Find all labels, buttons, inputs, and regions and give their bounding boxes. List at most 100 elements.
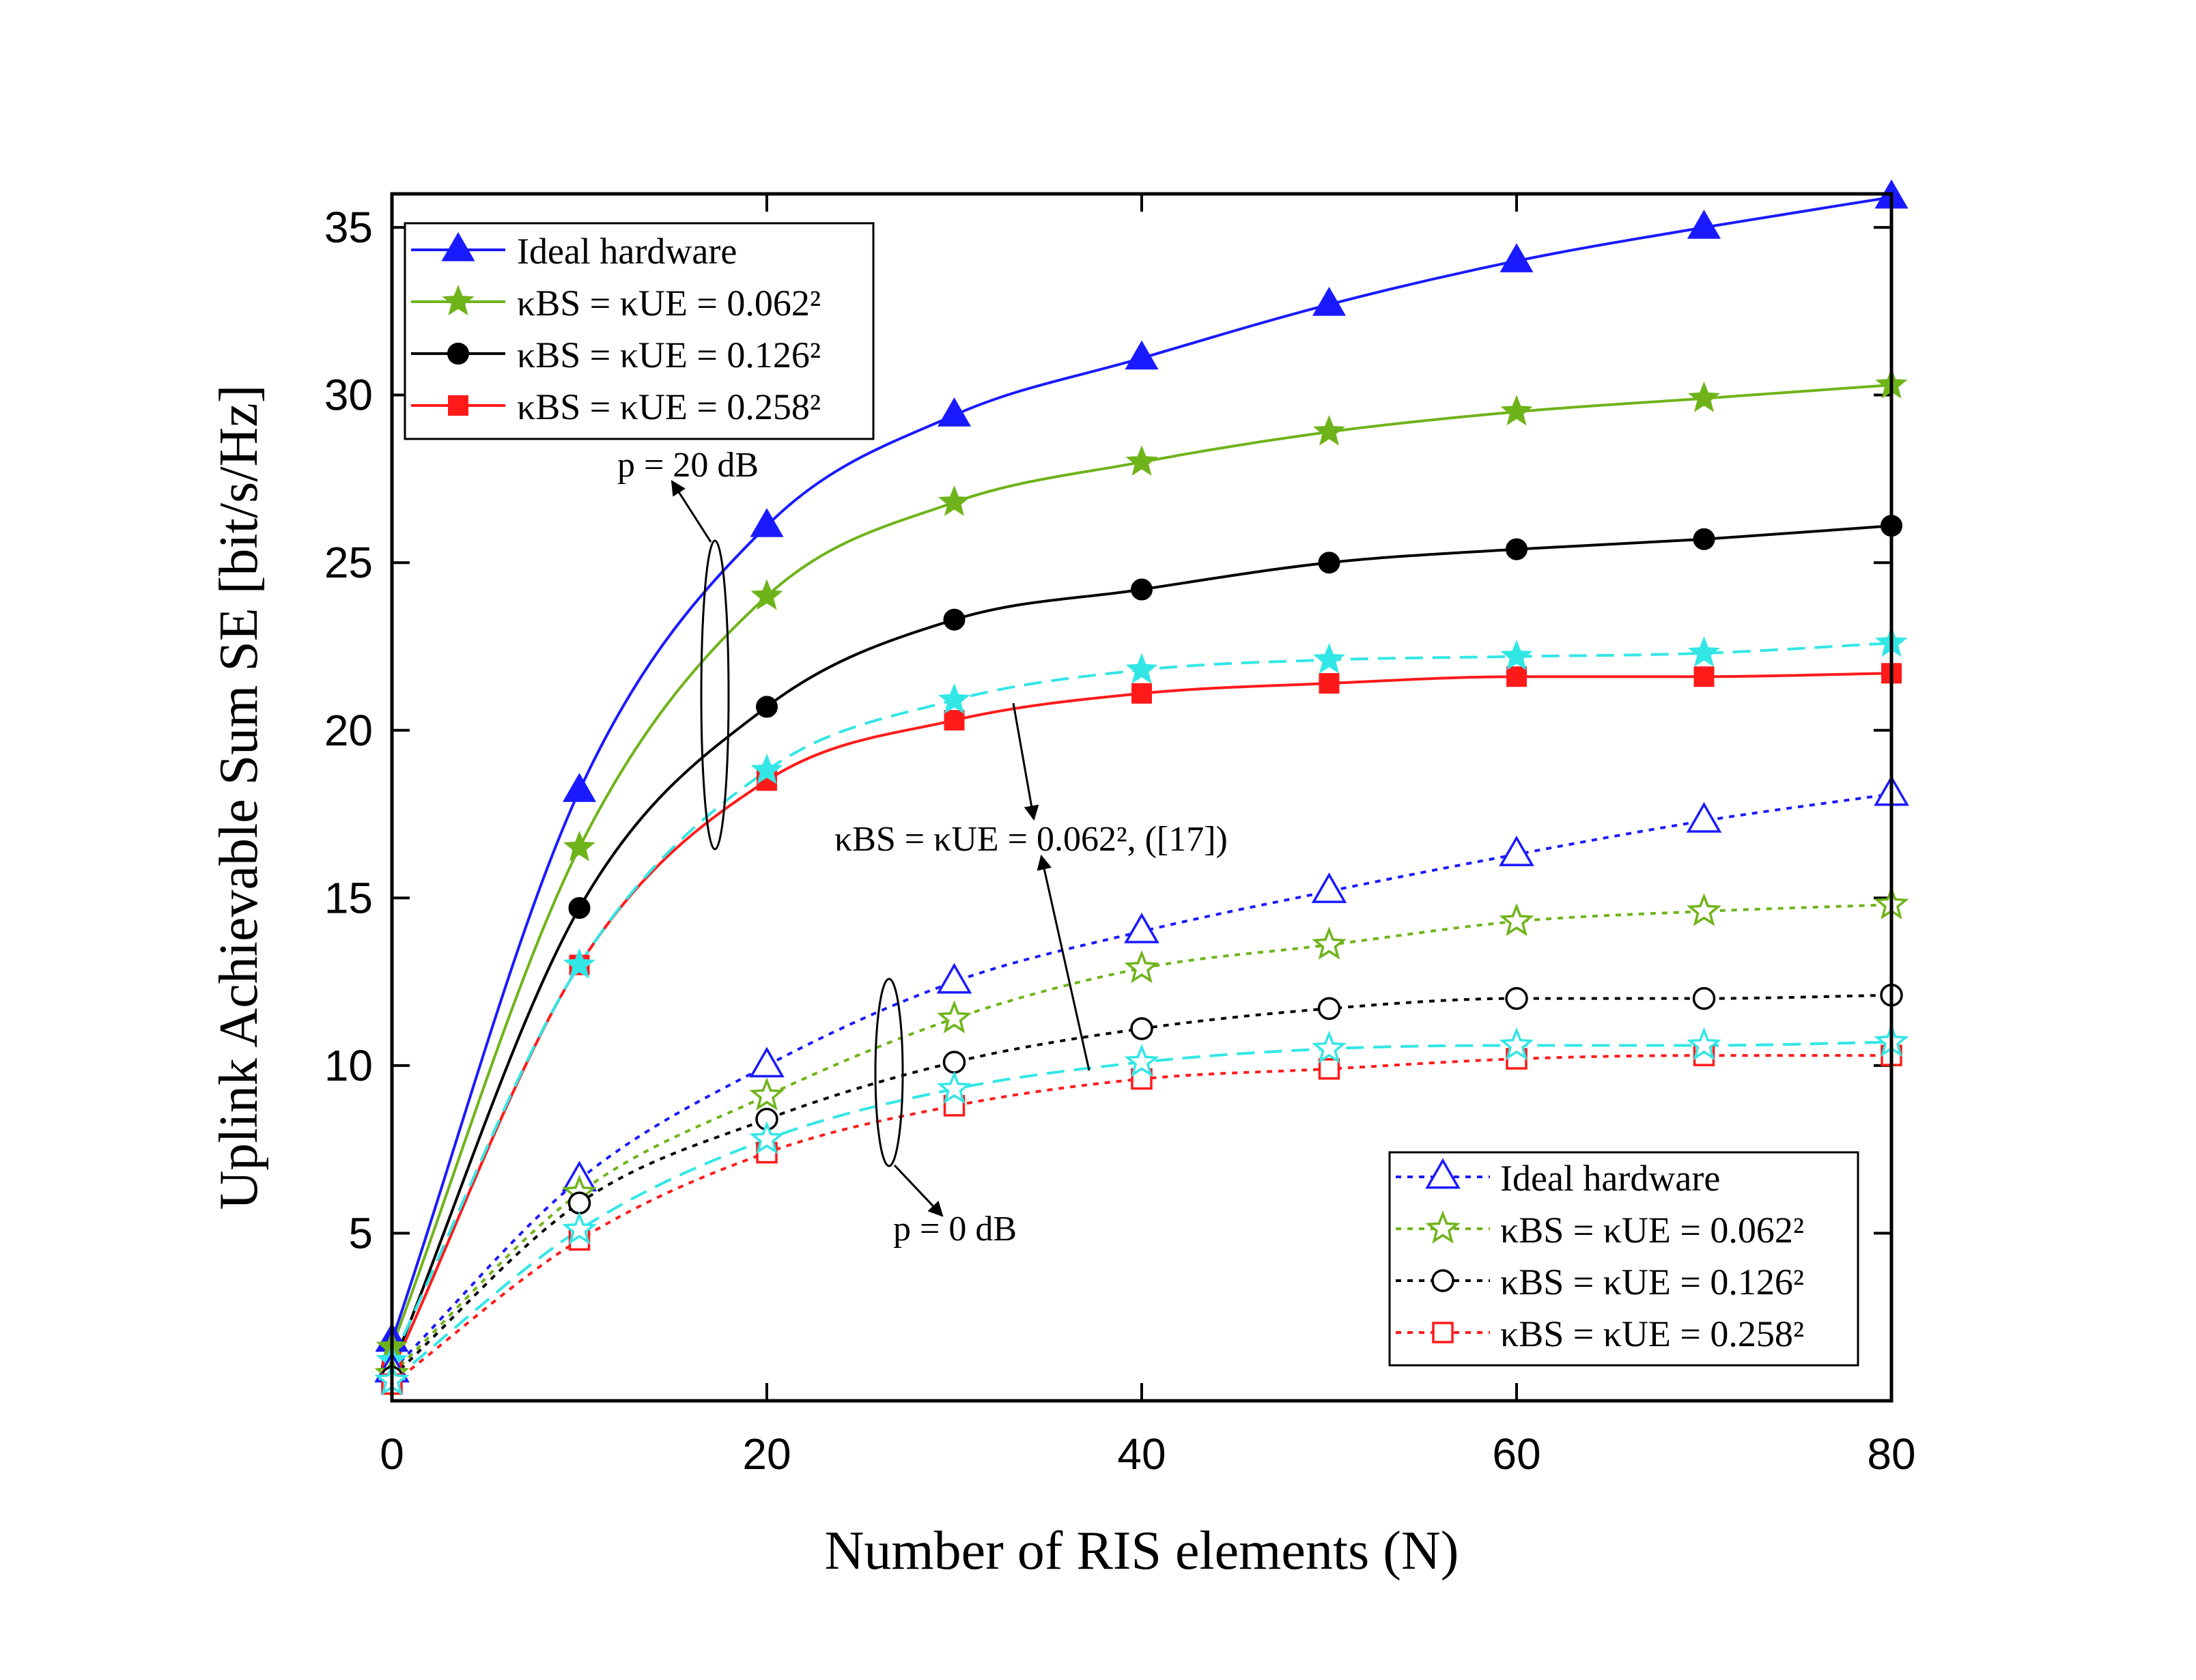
data-point: [750, 508, 784, 537]
data-point: [1318, 552, 1340, 574]
legend-swatches: [1396, 1158, 1490, 1343]
data-point: [1505, 986, 1528, 1010]
x-tick-label: 40: [1117, 1429, 1166, 1479]
data-point: [1131, 578, 1153, 601]
series-markers: [374, 179, 1909, 1396]
legend-entry-label: κBS = κUE = 0.258²: [1500, 1313, 1804, 1354]
annotation-ref17: κBS = κUE = 0.062², ([17]): [834, 702, 1228, 1071]
arrow-ref17-up: [1012, 702, 1039, 821]
data-point: [749, 1121, 785, 1154]
data-point: [1693, 528, 1715, 550]
data-point: [750, 753, 783, 784]
data-point: [562, 773, 597, 802]
data-point: [1125, 653, 1158, 684]
tick-labels: 0 20 40 60 80 5 10 15 20 25 30 35: [324, 203, 1916, 1479]
legend-entry-label: κBS = κUE = 0.062²: [517, 283, 821, 324]
y-tick-label: 30: [324, 371, 373, 420]
data-point: [1124, 912, 1159, 943]
data-point: [1124, 950, 1159, 984]
series-line: [392, 903, 1891, 1376]
arrow-20db: [671, 480, 712, 543]
y-tick-label: 15: [324, 873, 373, 922]
data-point: [562, 1211, 597, 1245]
data-point: [1687, 381, 1721, 412]
data-point: [756, 696, 778, 718]
annotation-label-ref17: κBS = κUE = 0.062², ([17]): [834, 820, 1228, 859]
data-point: [1499, 835, 1534, 866]
annotation-label-0db: p = 0 dB: [893, 1210, 1017, 1249]
y-tick-label: 10: [324, 1041, 373, 1090]
legend-marker: [1432, 1322, 1454, 1343]
data-point: [1130, 1017, 1153, 1040]
data-point: [943, 608, 966, 631]
legend-top-left: Ideal hardware κBS = κUE = 0.062² κBS = …: [404, 222, 875, 440]
legend-marker: [448, 395, 468, 416]
x-tick-label: 20: [742, 1429, 791, 1479]
data-point: [1686, 801, 1722, 833]
x-axis-title: Number of RIS elements (N): [825, 1521, 1459, 1581]
data-point: [937, 1000, 972, 1034]
data-point: [944, 710, 965, 731]
group-ellipse-20db: [700, 539, 730, 851]
data-point: [1317, 997, 1341, 1021]
x-tick-label: 60: [1492, 1429, 1540, 1479]
y-tick-label: 25: [324, 538, 373, 587]
group-ellipse-0db: [874, 978, 904, 1167]
data-point: [568, 897, 591, 920]
data-point: [1692, 986, 1716, 1010]
data-point: [1500, 639, 1533, 670]
data-point: [1499, 1027, 1534, 1061]
legend-bottom-right: Ideal hardware κBS = κUE = 0.062² κBS = …: [1388, 1151, 1859, 1367]
data-point: [938, 485, 971, 516]
y-axis-title: Uplink Achievable Sum SE [bit/s/Hz]: [209, 385, 269, 1210]
data-point: [1311, 872, 1347, 903]
data-point: [1124, 1044, 1159, 1077]
data-point: [567, 1191, 591, 1214]
data-point: [749, 1077, 785, 1111]
data-point: [1687, 893, 1721, 926]
data-point: [1312, 642, 1346, 674]
legend-box: [404, 222, 875, 440]
data-point: [1125, 340, 1159, 370]
data-point: [1506, 538, 1528, 560]
data-point: [749, 1047, 785, 1078]
legend-marker: [441, 231, 475, 261]
series-line: [392, 1054, 1891, 1386]
data-point: [936, 963, 972, 994]
data-point: [1687, 210, 1721, 239]
data-point: [1318, 1058, 1340, 1080]
legend-entry-label: Ideal hardware: [1500, 1158, 1720, 1199]
y-tick-label: 20: [324, 706, 373, 755]
data-point: [1312, 287, 1347, 316]
data-point: [1312, 926, 1347, 960]
data-point: [1500, 243, 1534, 272]
legend-marker: [447, 343, 469, 365]
data-point: [1312, 1030, 1347, 1064]
data-point: [1499, 902, 1534, 937]
data-point: [938, 683, 971, 714]
y-tick-label: 35: [324, 203, 373, 252]
legend-entry-label: κBS = κUE = 0.126²: [1500, 1262, 1804, 1302]
arrow-ref17-down: [1037, 854, 1090, 1071]
legend-marker: [1425, 1210, 1461, 1244]
data-point: [1687, 636, 1721, 667]
data-point: [1125, 445, 1158, 476]
data-point: [1312, 414, 1346, 446]
data-point: [563, 830, 596, 862]
data-point: [1500, 395, 1533, 426]
data-point: [937, 397, 972, 427]
annotation-20db: p = 20 dB: [617, 446, 759, 851]
annotation-0db: p = 0 dB: [874, 978, 1017, 1249]
series-line: [392, 195, 1891, 1341]
data-point: [750, 579, 783, 610]
legend-entry-label: Ideal hardware: [517, 231, 737, 272]
data-point: [1131, 683, 1152, 704]
legend-marker: [1425, 1158, 1461, 1189]
x-tick-label: 80: [1867, 1429, 1915, 1479]
legend-entry-label: κBS = κUE = 0.258²: [517, 386, 821, 427]
legend-entry-label: κBS = κUE = 0.126²: [517, 334, 821, 375]
data-point: [1693, 666, 1715, 687]
legend-marker: [442, 285, 475, 316]
data-point: [942, 1051, 966, 1074]
